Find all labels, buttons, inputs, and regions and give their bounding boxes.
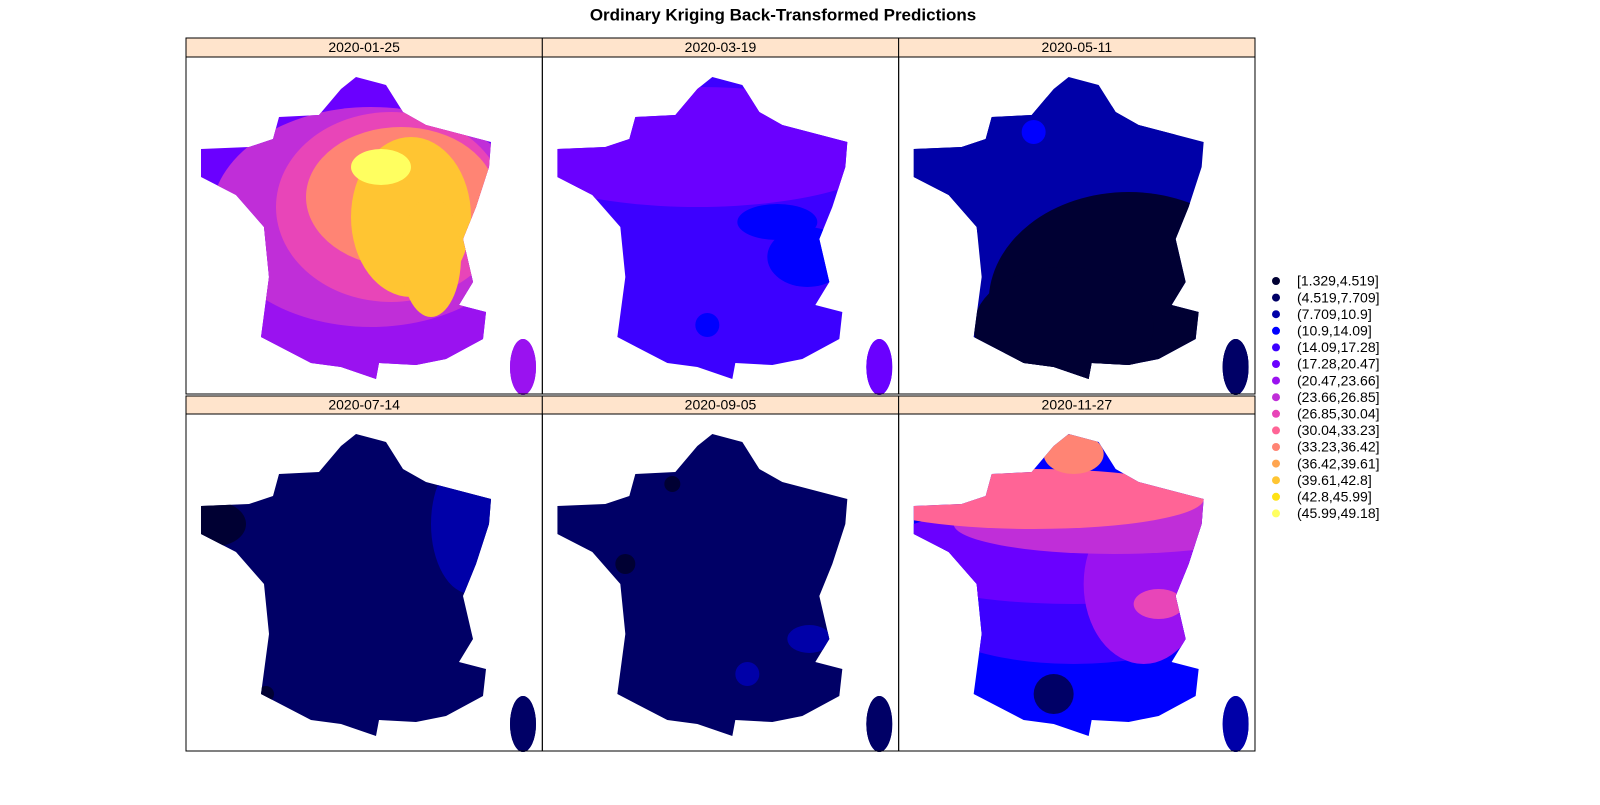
- legend-marker: [1272, 310, 1280, 319]
- legend-label: (10.9,14.09]: [1297, 323, 1372, 339]
- panel-label: 2020-03-19: [685, 39, 757, 55]
- legend-label: (26.85,30.04]: [1297, 406, 1380, 422]
- prediction-zone: [615, 554, 636, 574]
- prediction-zone: [493, 684, 536, 752]
- prediction-zone: [1033, 674, 1074, 714]
- legend-label: (39.61,42.8]: [1297, 472, 1372, 488]
- legend-label: (23.66,26.85]: [1297, 389, 1380, 405]
- prediction-zone: [735, 662, 760, 686]
- legend-label: (42.8,45.99]: [1297, 489, 1372, 505]
- prediction-zone: [557, 87, 893, 207]
- legend-label: (33.23,36.42]: [1297, 439, 1380, 455]
- prediction-zone: [737, 204, 818, 240]
- legend-marker: [1272, 409, 1280, 418]
- prediction-zone: [201, 434, 536, 752]
- prediction-zone: [849, 684, 893, 752]
- legend-label: (14.09,17.28]: [1297, 339, 1380, 355]
- prediction-zone: [1021, 120, 1046, 144]
- legend-label: (20.47,23.66]: [1297, 372, 1380, 388]
- prediction-zone: [401, 197, 461, 317]
- prediction-zone: [913, 469, 1204, 529]
- legend-marker: [1272, 509, 1280, 518]
- map: [201, 434, 536, 752]
- legend-marker: [1272, 492, 1280, 501]
- legend-marker: [1272, 426, 1280, 435]
- legend-marker: [1272, 376, 1280, 385]
- prediction-zone: [557, 434, 893, 752]
- prediction-zone: [1205, 684, 1249, 752]
- legend-label: (7.709,10.9]: [1297, 306, 1372, 322]
- panel-label: 2020-01-25: [328, 39, 400, 55]
- legend-label: (36.42,39.61]: [1297, 455, 1380, 471]
- panel-label: 2020-05-11: [1042, 39, 1113, 55]
- panels: 2020-01-25 2020-03-19 2020-05-11 2020-07-14…: [185, 37, 1256, 752]
- legend-label: (4.519,7.709]: [1297, 289, 1380, 305]
- prediction-zone: [431, 454, 511, 594]
- legend-marker: [1272, 360, 1280, 368]
- panel-label: 2020-09-05: [685, 397, 757, 413]
- prediction-zone: [695, 313, 720, 337]
- legend-marker: [1272, 459, 1280, 468]
- prediction-zone: [1205, 327, 1249, 395]
- prediction-zone: [258, 686, 274, 702]
- prediction-zone: [1133, 589, 1184, 619]
- legend-marker: [1272, 277, 1280, 285]
- panel-frame: [898, 413, 1256, 752]
- prediction-zone: [664, 476, 681, 492]
- legend-label: (30.04,33.23]: [1297, 422, 1380, 438]
- legend-label: [1.329,4.519]: [1297, 273, 1379, 289]
- legend-label: (45.99,49.18]: [1297, 505, 1380, 521]
- legend-marker: [1272, 343, 1280, 352]
- legend-marker: [1272, 443, 1280, 451]
- map: [557, 434, 893, 752]
- chart-title: Ordinary Kriging Back-Transformed Predic…: [590, 5, 976, 24]
- panel-frame: [898, 56, 1256, 395]
- legend: [1.329,4.519](4.519,7.709](7.709,10.9](1…: [1272, 273, 1380, 521]
- map: [913, 434, 1249, 752]
- legend-marker: [1272, 293, 1280, 302]
- panel-label: 2020-11-27: [1042, 397, 1113, 413]
- prediction-zone: [351, 149, 411, 185]
- panel-label: 2020-07-14: [328, 397, 400, 413]
- legend-marker: [1272, 393, 1280, 402]
- prediction-zone: [201, 502, 246, 546]
- prediction-zone: [1043, 434, 1104, 474]
- legend-marker: [1272, 476, 1280, 485]
- prediction-zone: [973, 267, 1154, 387]
- prediction-zone: [787, 625, 832, 653]
- legend-marker: [1272, 326, 1280, 335]
- legend-label: (17.28,20.47]: [1297, 356, 1380, 372]
